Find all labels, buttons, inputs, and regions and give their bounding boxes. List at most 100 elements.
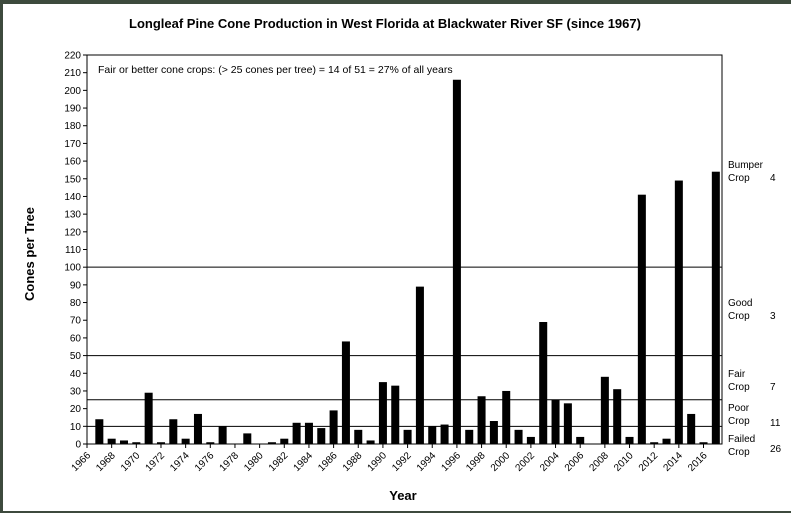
y-tick-label: 70 — [70, 316, 82, 327]
y-tick-label: 100 — [64, 263, 81, 274]
y-tick-label: 60 — [70, 333, 82, 344]
crop-class-name: Failed — [728, 434, 755, 445]
bar-1973 — [169, 419, 178, 444]
crop-class-count: 7 — [770, 382, 776, 393]
x-tick-label: 1992 — [390, 450, 414, 474]
bar-1996 — [452, 79, 461, 444]
x-axis-label: Year — [389, 488, 416, 503]
bar-1979 — [243, 433, 252, 444]
bar-2008 — [600, 376, 609, 444]
bar-1967 — [95, 419, 104, 444]
y-axis-label: Cones per Tree — [22, 207, 37, 301]
bar-1988 — [354, 429, 363, 444]
x-tick-label: 1988 — [341, 450, 365, 474]
x-tick-label: 2008 — [587, 450, 611, 474]
x-tick-label: 1996 — [440, 450, 464, 474]
y-tick-label: 0 — [75, 440, 81, 451]
x-tick-label: 2016 — [686, 450, 710, 474]
y-tick-label: 90 — [70, 280, 82, 291]
x-tick-label: 1968 — [94, 450, 118, 474]
bar-1968 — [107, 438, 116, 444]
bar-1997 — [465, 429, 474, 444]
bar-1983 — [292, 422, 301, 444]
x-tick-label: 1976 — [193, 450, 217, 474]
bar-1991 — [391, 385, 400, 444]
y-tick-label: 170 — [64, 139, 81, 150]
bar-2014 — [674, 180, 683, 445]
x-tick-label: 1978 — [218, 450, 242, 474]
bar-2015 — [687, 413, 696, 444]
y-tick-label: 20 — [70, 404, 82, 415]
x-tick-label: 2002 — [513, 450, 537, 474]
bar-2016 — [699, 442, 708, 444]
bar-2003 — [539, 321, 548, 444]
x-tick-label: 2004 — [538, 450, 562, 474]
bar-2002 — [526, 436, 535, 444]
x-tick-label: 1974 — [168, 450, 192, 474]
bar-2017 — [711, 171, 720, 444]
x-tick-label: 1986 — [316, 450, 340, 474]
chart-title: Longleaf Pine Cone Production in West Fl… — [129, 16, 641, 31]
bar-1987 — [341, 341, 350, 444]
x-tick-label: 1998 — [464, 450, 488, 474]
plot-area — [86, 54, 723, 445]
x-tick-label: 1984 — [292, 450, 316, 474]
crop-class-crop: Crop — [728, 173, 750, 184]
chart-annotation: Fair or better cone crops: (> 25 cones p… — [98, 64, 453, 76]
y-tick-label: 180 — [64, 121, 81, 132]
bar-1970 — [132, 442, 141, 444]
bar-1998 — [477, 396, 486, 444]
crop-class-crop: Crop — [728, 311, 750, 322]
crop-class-crop: Crop — [728, 416, 750, 427]
x-tick-label: 1990 — [366, 450, 390, 474]
y-tick-label: 200 — [64, 86, 81, 97]
bar-1989 — [366, 440, 375, 444]
bar-2001 — [514, 429, 523, 444]
bar-1981 — [267, 442, 276, 444]
crop-class-count: 26 — [770, 444, 782, 455]
y-tick-label: 160 — [64, 157, 81, 168]
bar-1994 — [428, 426, 437, 444]
y-tick-label: 10 — [70, 422, 82, 433]
x-tick-label: 1994 — [415, 450, 439, 474]
crop-class-name: Poor — [728, 403, 750, 414]
bar-1993 — [415, 286, 424, 444]
y-tick-label: 140 — [64, 192, 81, 203]
bar-1982 — [280, 438, 289, 444]
bar-1972 — [156, 442, 165, 444]
y-tick-label: 80 — [70, 298, 82, 309]
x-tick-label: 2010 — [612, 450, 636, 474]
y-tick-label: 40 — [70, 369, 82, 380]
threshold-lines — [87, 266, 722, 427]
bar-2009 — [613, 389, 622, 444]
y-tick-label: 120 — [64, 227, 81, 238]
crop-class-count: 3 — [770, 311, 776, 322]
crop-class-name: Fair — [728, 369, 746, 380]
x-tick-label: 1980 — [242, 450, 266, 474]
bar-1976 — [206, 442, 215, 444]
x-tick-label: 2014 — [661, 450, 685, 474]
x-tick-label: 1972 — [144, 450, 168, 474]
bar-2011 — [637, 194, 646, 444]
bar-1999 — [489, 421, 498, 444]
y-tick-label: 30 — [70, 386, 82, 397]
y-tick-label: 110 — [65, 245, 81, 256]
bar-1990 — [378, 382, 387, 444]
crop-class-name: Bumper — [728, 160, 764, 171]
y-tick-label: 190 — [64, 104, 81, 115]
bar-2000 — [502, 390, 511, 444]
bars — [95, 79, 720, 445]
x-tick-label: 2006 — [563, 450, 587, 474]
bar-1985 — [317, 428, 326, 444]
crop-class-count: 4 — [770, 173, 776, 184]
bar-2006 — [576, 436, 585, 444]
x-tick-label: 2000 — [489, 450, 513, 474]
bar-1984 — [304, 422, 313, 444]
crop-class-labels: Bumper Crop 4 Good Crop 3 Fair Crop 7 Poor Crop 11 F… — [728, 160, 782, 458]
y-axis: 0 10 20 30 40 50 60 70 80 90 100 110 120 130 140 150 160… — [64, 51, 87, 451]
y-tick-label: 130 — [64, 210, 81, 221]
y-tick-label: 210 — [64, 68, 81, 79]
crop-class-crop: Crop — [728, 447, 750, 458]
crop-class-name: Good — [728, 298, 752, 309]
